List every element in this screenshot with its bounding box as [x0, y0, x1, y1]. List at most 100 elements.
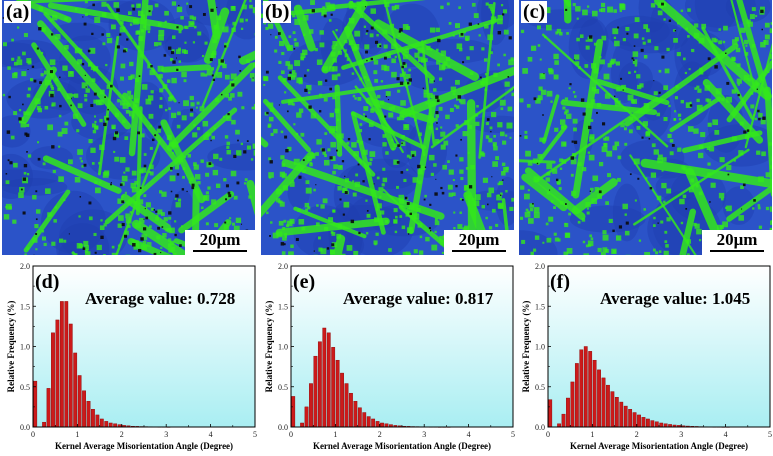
panel-label-f: (f): [550, 271, 570, 293]
histogram-bar: [646, 418, 650, 428]
histogram-bar: [33, 380, 38, 428]
y-axis-title: Relative Frequency (%): [264, 301, 274, 393]
x-tick-label: 1: [333, 430, 337, 439]
histogram-bar: [561, 413, 566, 428]
kam-map-c-image: [519, 0, 772, 255]
y-tick-label: 0.5: [535, 383, 545, 392]
histogram-bar: [588, 351, 593, 428]
histogram-bar: [606, 384, 610, 428]
y-tick-label: 0.0: [535, 423, 545, 432]
y-tick-label: 2.0: [535, 262, 545, 271]
y-tick-label: 1.0: [278, 343, 288, 352]
histogram-bar: [614, 397, 619, 428]
y-tick-label: 1.0: [20, 343, 30, 352]
histogram-bar: [375, 421, 380, 428]
scale-bar-c: 20μm: [702, 230, 772, 255]
kam-map-b-image: [261, 0, 514, 255]
histogram-bar: [371, 418, 376, 428]
histogram-bar: [366, 416, 371, 428]
histogram-bar: [77, 375, 82, 428]
histogram-bar: [583, 346, 588, 428]
histogram-bar: [322, 327, 327, 428]
histogram-bar: [68, 323, 73, 428]
histogram-bar: [601, 377, 606, 428]
histogram-bar: [95, 414, 100, 428]
histogram-bar: [628, 409, 633, 428]
x-axis-title: Kernel Average Misorientation Angle (Deg…: [313, 441, 491, 451]
x-tick-label: 0: [289, 430, 293, 439]
y-tick-label: 0.5: [278, 383, 288, 392]
scale-bar-b: 20μm: [444, 230, 514, 255]
histogram-bar: [632, 412, 637, 428]
average-value-annotation: Average value: 0.817: [343, 289, 494, 308]
histogram-bar: [326, 332, 331, 428]
histogram-bar: [108, 422, 113, 428]
histogram-bar: [291, 396, 296, 428]
histogram-bar: [64, 301, 69, 428]
y-tick-label: 0.0: [278, 423, 288, 432]
scale-bar-a-line: [193, 250, 247, 252]
histogram-bar: [592, 359, 597, 428]
average-value-annotation: Average value: 1.045: [600, 289, 750, 308]
histogram-bar: [362, 412, 367, 428]
histogram-bar: [659, 422, 664, 428]
histogram-bar: [641, 417, 646, 428]
histogram-bar: [313, 355, 318, 428]
x-tick-label: 5: [511, 430, 515, 439]
panel-label-d: (d): [35, 271, 59, 293]
histogram-bar: [570, 381, 575, 428]
y-tick-label: 1.5: [535, 302, 545, 311]
x-tick-label: 0: [546, 430, 550, 439]
scale-bar-b-line: [452, 250, 506, 252]
histogram-bar: [59, 301, 64, 428]
scale-bar-a: 20μm: [185, 230, 255, 255]
x-tick-label: 5: [768, 430, 772, 439]
histogram-bar: [42, 421, 46, 428]
histogram-bar: [344, 383, 349, 428]
y-tick-label: 0.5: [20, 383, 30, 392]
histogram-bar: [650, 420, 655, 428]
histogram-bar: [357, 407, 362, 428]
histogram-bar: [579, 349, 584, 428]
y-tick-label: 1.5: [278, 302, 288, 311]
histogram-d-svg: 0.0 0.5 1.0 1.5 2.0 0 1 2 3 4 5 Kernel Average Miso…: [6, 262, 257, 451]
y-tick-label: 1.5: [20, 302, 30, 311]
histogram-bar: [637, 414, 641, 428]
x-tick-label: 3: [422, 430, 426, 439]
panel-label-e: (e): [293, 271, 315, 293]
y-axis-title: Relative Frequency (%): [6, 301, 16, 393]
x-tick-label: 1: [590, 430, 594, 439]
histogram-bar: [300, 422, 304, 428]
histogram-bar: [619, 401, 624, 428]
histogram-bar: [55, 319, 60, 428]
histogram-bar: [82, 390, 86, 428]
x-tick-label: 2: [378, 430, 382, 439]
x-tick-label: 2: [635, 430, 639, 439]
histogram-bar: [380, 422, 384, 428]
x-axis-title: Kernel Average Misorientation Angle (Deg…: [55, 441, 233, 451]
histogram-bar: [610, 391, 615, 428]
y-tick-label: 0.0: [20, 423, 30, 432]
panel-label-a: (a): [4, 1, 32, 23]
histogram-bar: [335, 359, 340, 428]
y-tick-label: 2.0: [278, 262, 288, 271]
x-tick-label: 2: [120, 430, 124, 439]
histogram-bar: [349, 392, 353, 428]
x-tick-label: 1: [75, 430, 79, 439]
histogram-bar: [566, 397, 570, 428]
x-tick-label: 4: [724, 430, 728, 439]
histogram-bar: [340, 372, 344, 428]
x-axis-title: Kernel Average Misorientation Angle (Deg…: [570, 441, 748, 451]
scale-bar-c-label: 20μm: [716, 230, 758, 249]
histogram-bar: [86, 401, 91, 428]
kam-map-a-image: [2, 0, 255, 255]
x-tick-label: 3: [164, 430, 168, 439]
histogram-bar: [309, 383, 313, 428]
histogram-bar: [654, 421, 659, 428]
histogram-bar: [91, 409, 95, 428]
histogram-d: 0.0 0.5 1.0 1.5 2.0 0 1 2 3 4 5 Kernel Average Miso…: [0, 260, 258, 456]
histogram-bar: [331, 347, 336, 428]
x-tick-label: 4: [467, 430, 471, 439]
scale-bar-c-line: [710, 250, 764, 252]
average-value-annotation: Average value: 0.728: [85, 289, 235, 308]
